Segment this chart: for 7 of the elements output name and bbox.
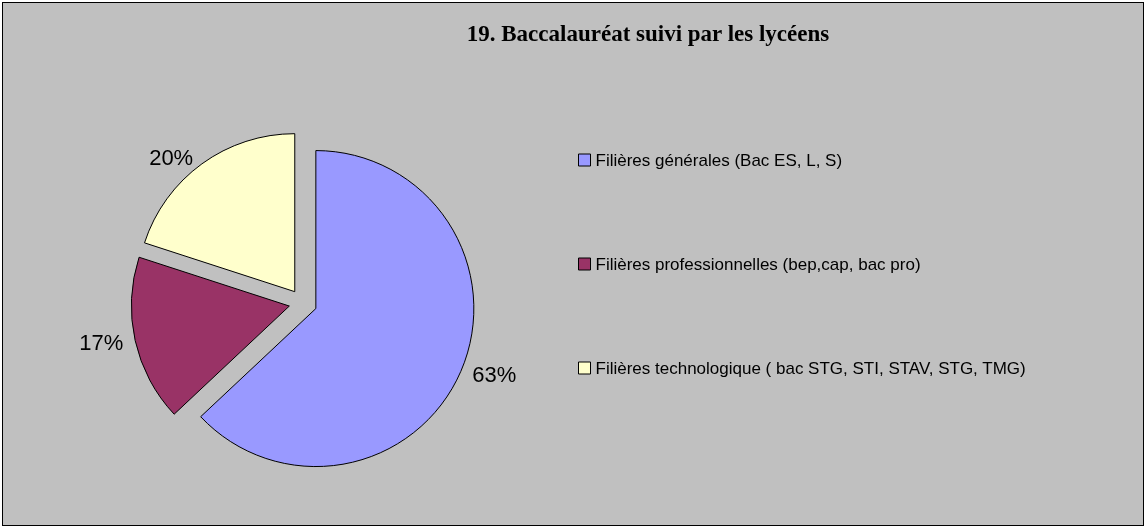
data-label: 63% xyxy=(472,361,517,387)
legend-label: Filières générales (Bac ES, L, S) xyxy=(595,150,843,170)
legend-label: Filières professionnelles (bep,cap, bac pro) xyxy=(595,254,921,274)
chart-title: 19. Baccalauréat suivi par les lycéens xyxy=(466,21,830,46)
data-label: 20% xyxy=(149,144,194,170)
legend-label: Filières technologique ( bac STG, STI, STAV, STG, TMG) xyxy=(595,358,1026,378)
data-label: 17% xyxy=(79,329,124,355)
